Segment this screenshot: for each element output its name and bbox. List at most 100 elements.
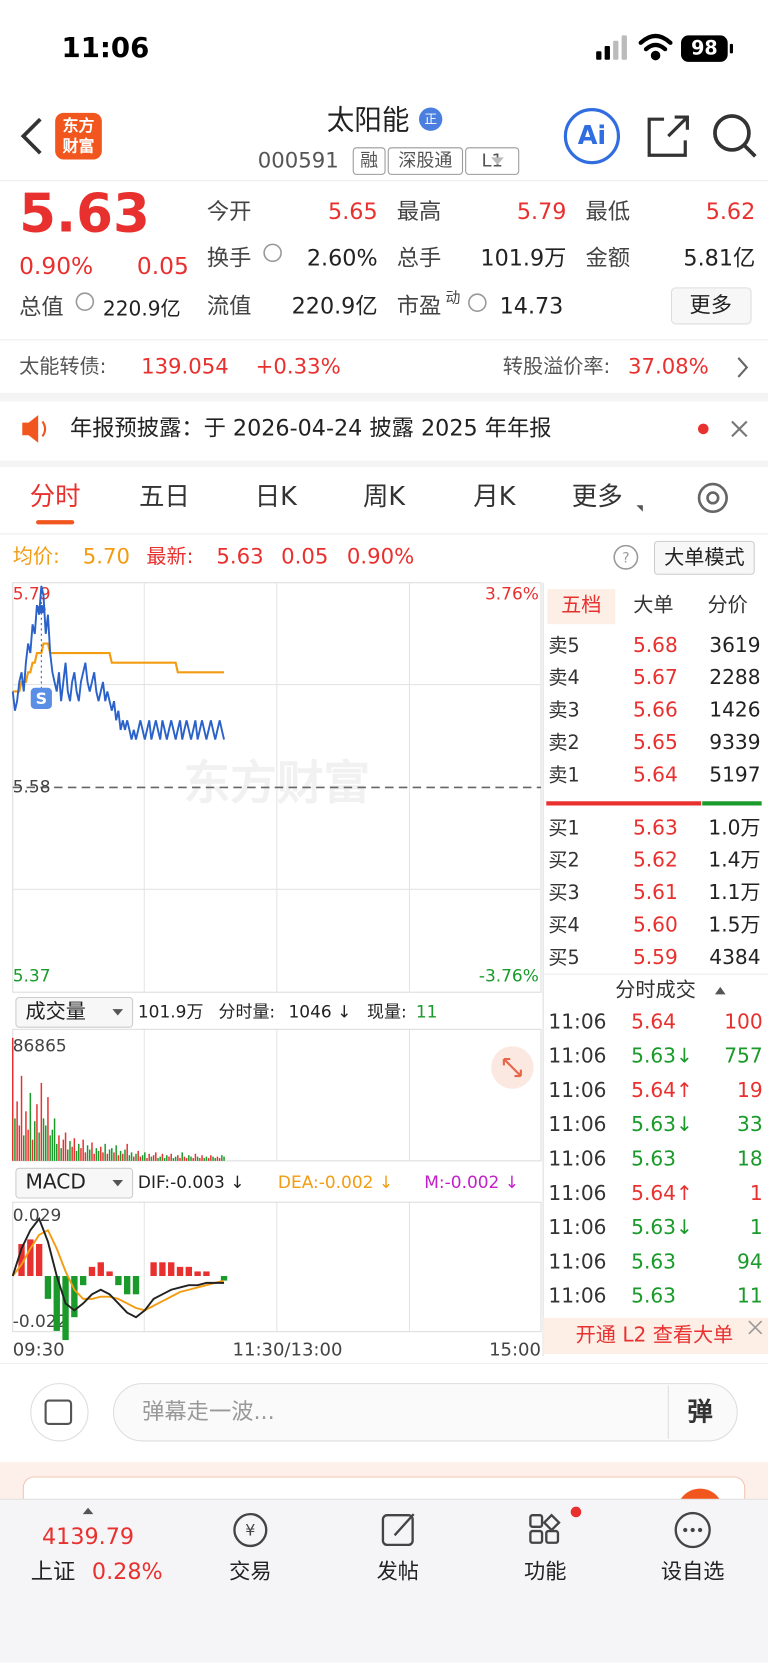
comment-icon: [44, 1399, 73, 1426]
indicator-select[interactable]: [15, 1167, 134, 1199]
book-tab[interactable]: 大单: [633, 593, 673, 617]
index-change[interactable]: 0.28%: [92, 1559, 163, 1585]
volume-bar: [181, 1152, 183, 1161]
volume-bar: [27, 1129, 29, 1161]
close-notice[interactable]: [731, 420, 748, 438]
volume-bar: [188, 1155, 190, 1161]
trade-time: 11:06: [548, 1181, 606, 1205]
price-line: [11, 585, 225, 740]
volume-bar: [192, 1158, 194, 1161]
dropdown-arrow: [112, 1179, 124, 1187]
help-mark: ?: [622, 550, 629, 566]
tab[interactable]: 日K: [255, 482, 298, 512]
volume-bar: [86, 1145, 89, 1161]
back-button[interactable]: [20, 117, 42, 155]
nav-item[interactable]: 交易: [229, 1559, 271, 1584]
app-logo: [55, 112, 102, 160]
volume-bar: [141, 1155, 144, 1161]
nav-item[interactable]: 设自选: [661, 1559, 725, 1584]
dropdown-arrow[interactable]: [491, 157, 504, 165]
volume-bar: [62, 1139, 65, 1161]
book-tab[interactable]: 五档: [561, 593, 601, 617]
time-tick-label: 11:30/13:00: [233, 1340, 343, 1361]
help-icon[interactable]: [613, 544, 639, 570]
book-level: 买1: [548, 816, 579, 839]
more-button[interactable]: [670, 287, 752, 325]
trade-volume: 33: [737, 1112, 763, 1136]
notice-text[interactable]: 年报预披露：于 2026-04-24 披露 2025 年年报: [70, 415, 552, 441]
badge: [419, 107, 443, 131]
trade-time: 11:06: [548, 1284, 606, 1308]
volume-bar: [91, 1142, 93, 1161]
avg-line: [12, 642, 225, 693]
macd-bar: [115, 1276, 122, 1286]
share-button[interactable]: [647, 115, 689, 157]
info-icon[interactable]: [468, 293, 487, 312]
macd-bar: [203, 1271, 210, 1277]
tab-underline: [36, 520, 75, 525]
volume-bar: [93, 1153, 95, 1161]
info-icon[interactable]: [263, 243, 282, 263]
macd-bar: [159, 1262, 166, 1277]
nav-item[interactable]: 功能: [524, 1559, 566, 1584]
dif-line: [11, 1216, 225, 1319]
nav-icons: [233, 1511, 711, 1549]
macd-bar: [124, 1276, 131, 1295]
l2-banner[interactable]: [543, 1317, 768, 1354]
volume-bar: [80, 1148, 82, 1161]
volume-bar: [135, 1153, 137, 1161]
volume-bar: [214, 1158, 216, 1161]
macd-frame: [12, 1201, 542, 1333]
comment-placeholder: 弹幕走一波...: [142, 1399, 275, 1425]
mode-button[interactable]: [653, 540, 755, 575]
book-level: 买5: [548, 946, 579, 969]
nav-items: 交易 发帖 功能 设自选: [229, 1559, 724, 1584]
book-tab[interactable]: 分价: [708, 593, 748, 617]
tab[interactable]: 周K: [363, 482, 406, 512]
macd-bar: [18, 1243, 25, 1277]
trades: 11:06 5.64 100 11:06 5.63↓ 757 11:06 5.64↑ 19 11:…: [548, 1009, 762, 1307]
comment-icon-button[interactable]: [30, 1383, 89, 1442]
sort-arrow[interactable]: [714, 986, 726, 995]
nav-item[interactable]: 发帖: [377, 1559, 419, 1584]
expand-icon: [502, 1057, 522, 1078]
volume-bar: [205, 1156, 208, 1161]
volume-bar: [139, 1156, 142, 1161]
index-value[interactable]: 4139.79: [42, 1524, 134, 1550]
info-icon[interactable]: [75, 292, 95, 311]
volume-bar: [67, 1149, 69, 1161]
tab[interactable]: 五日: [139, 482, 190, 512]
volume-bar: [148, 1153, 150, 1161]
change-value: 0.05: [281, 544, 328, 569]
settings-button[interactable]: [697, 482, 728, 514]
volume-bar: [183, 1156, 186, 1161]
macd-bar: [106, 1271, 113, 1277]
indicator-select[interactable]: [15, 996, 134, 1028]
chevron[interactable]: [737, 357, 749, 378]
macd-bar: [35, 1243, 43, 1277]
tag-box: [465, 147, 520, 175]
bond-change: +0.33%: [256, 354, 341, 379]
change-pct-value: 0.90%: [347, 544, 414, 569]
volume-bar: [31, 1139, 34, 1161]
tab[interactable]: 分时: [30, 482, 81, 512]
tab[interactable]: 更多: [572, 482, 623, 512]
book-price: 5.65: [633, 730, 678, 754]
volume-bar: [194, 1153, 197, 1161]
comment-input[interactable]: [112, 1383, 738, 1442]
tab[interactable]: 月K: [473, 482, 516, 512]
danmaku-button[interactable]: 弹: [687, 1397, 712, 1427]
volume-bar: [137, 1150, 139, 1161]
book-price: 5.67: [633, 665, 678, 689]
index-name[interactable]: 上证: [31, 1559, 76, 1585]
search-button[interactable]: [713, 114, 757, 158]
volume-bar: [18, 1125, 21, 1161]
macd-bar: [44, 1276, 52, 1299]
volume-bar: [58, 1135, 60, 1161]
volume-bar: [152, 1155, 155, 1161]
close-banner[interactable]: [748, 1320, 763, 1335]
stat-label: 市盈: [397, 293, 442, 319]
ai-button[interactable]: [563, 108, 621, 165]
book-level: 卖5: [548, 634, 579, 657]
